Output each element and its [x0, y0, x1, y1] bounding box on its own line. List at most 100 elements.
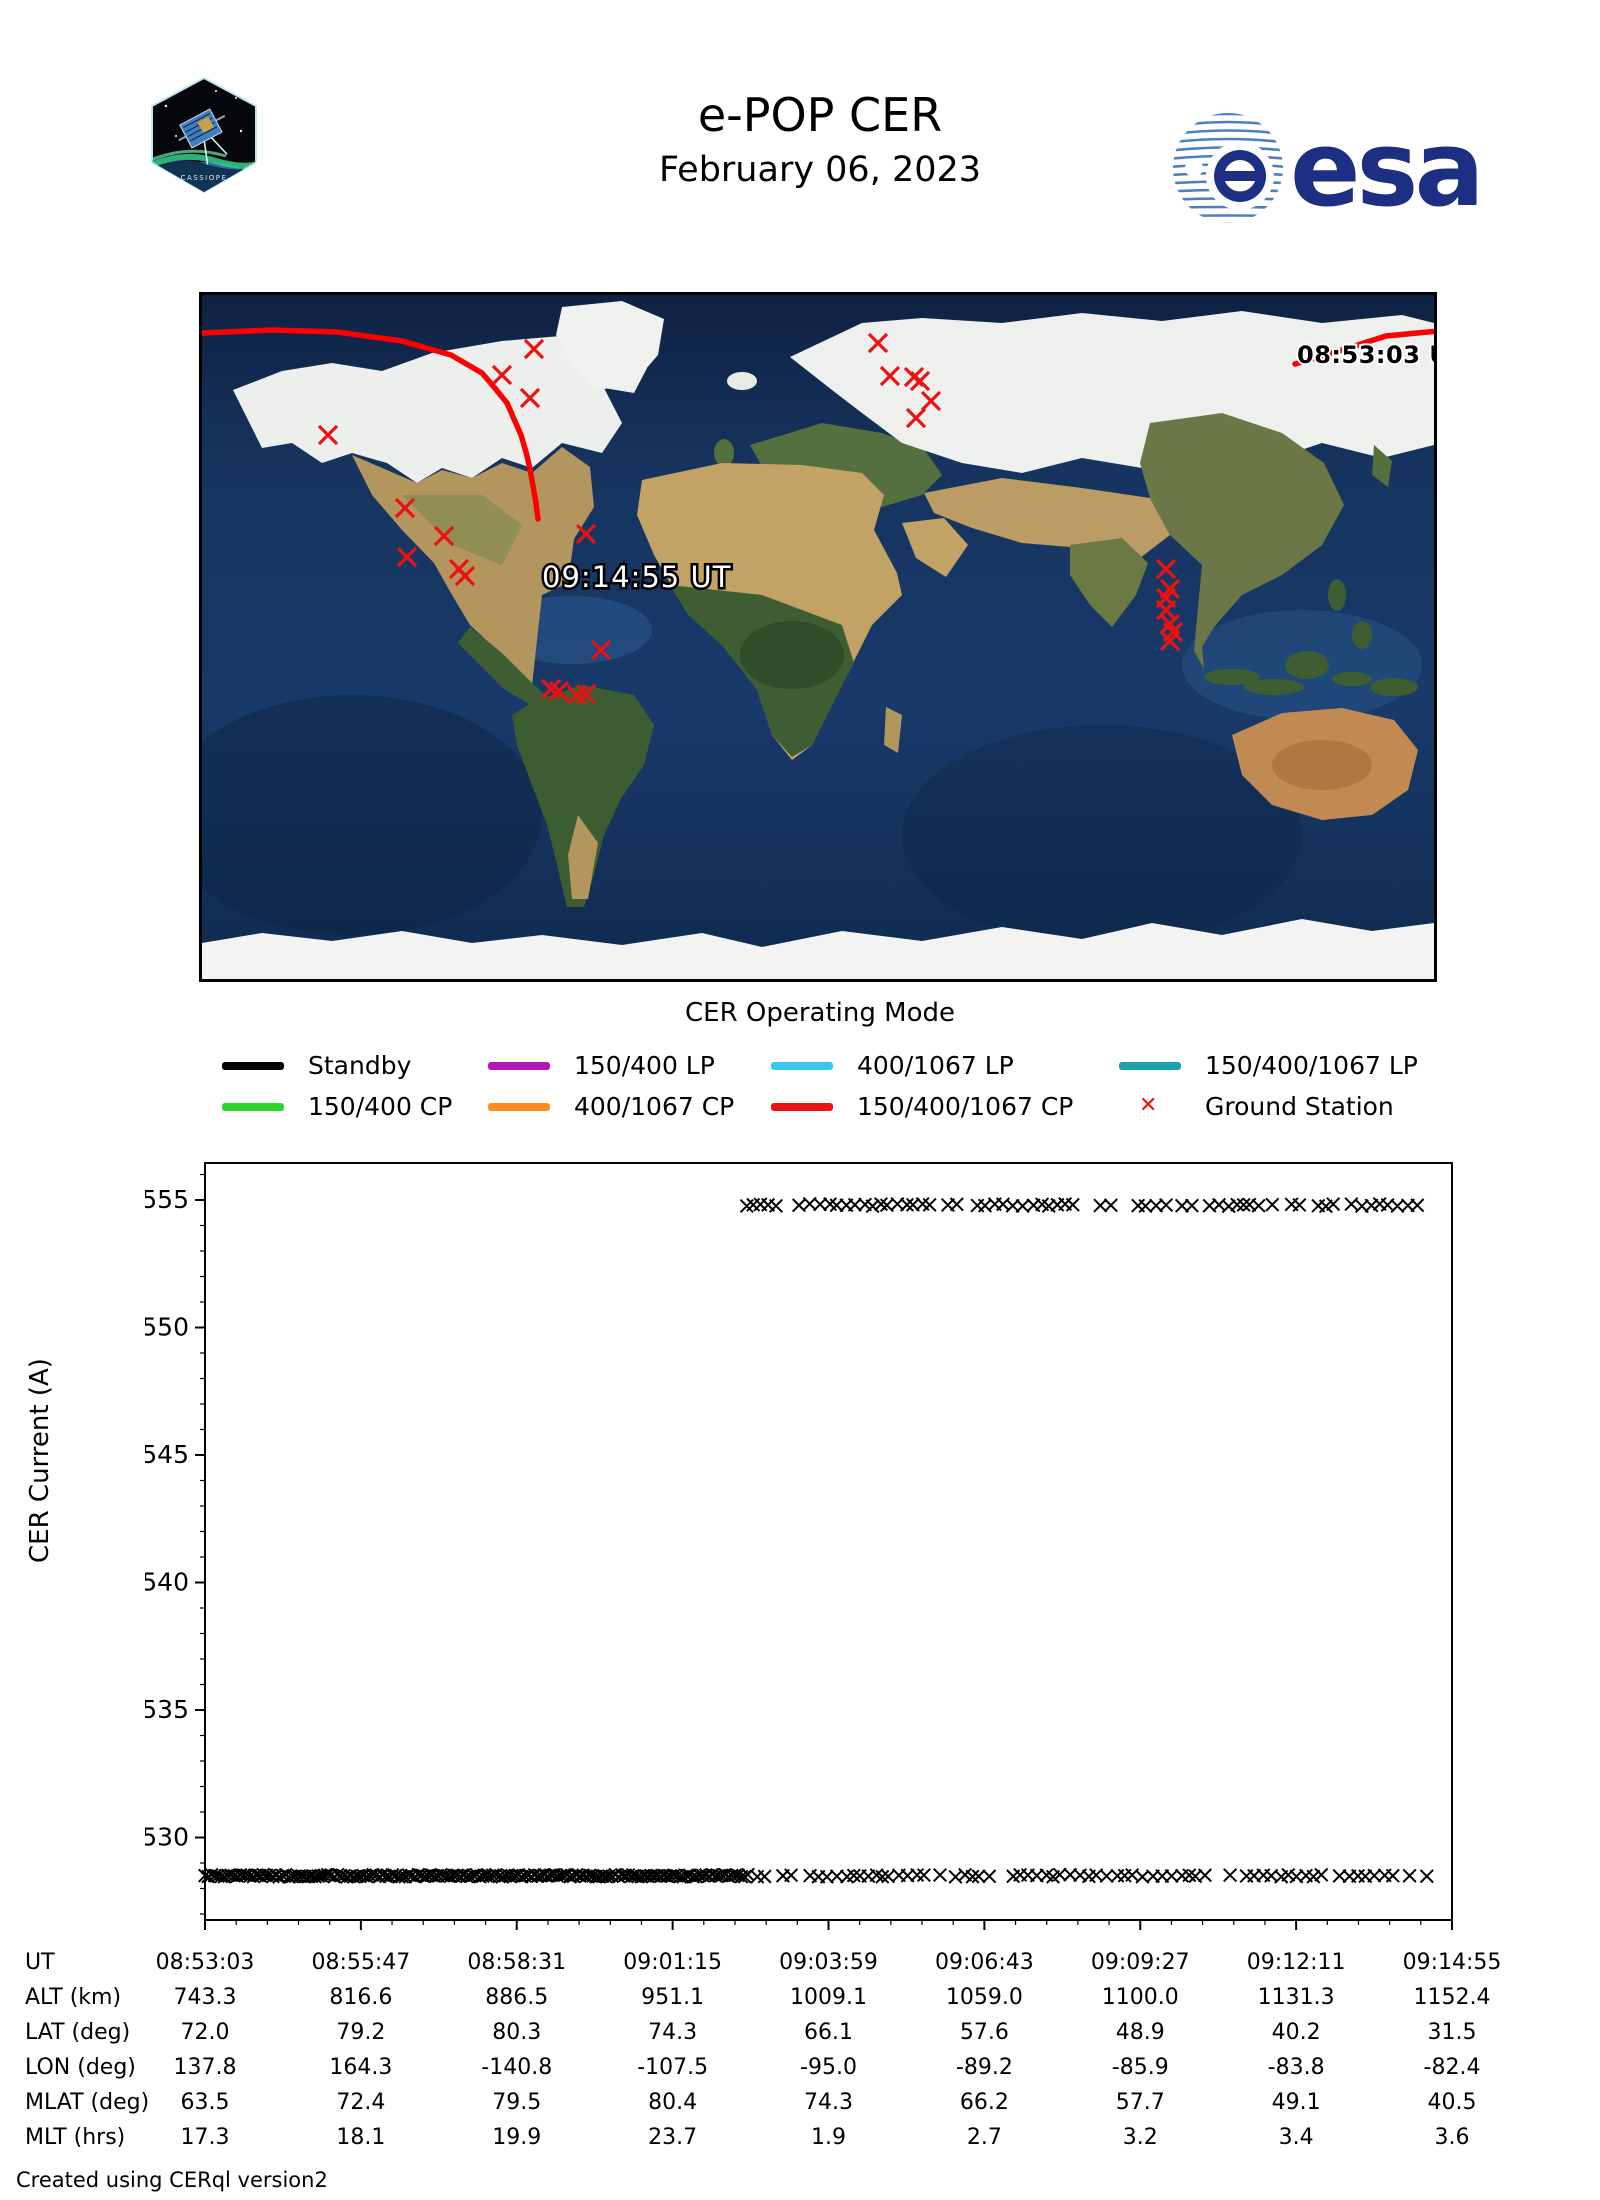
legend-label: Ground Station [1205, 1092, 1394, 1121]
legend-label: 150/400 LP [574, 1051, 715, 1080]
legend-line-swatch [222, 1103, 284, 1111]
table-cell: -107.5 [637, 2055, 709, 2080]
legend-label: 150/400 CP [308, 1092, 453, 1121]
ground-station-marker [396, 546, 418, 568]
ground-station-marker [523, 338, 545, 360]
ground-station-marker [491, 364, 513, 386]
credit-text: Created using CERql version2 [16, 2168, 328, 2192]
ground-station-marker [394, 497, 416, 519]
table-cell: 1152.4 [1413, 1985, 1491, 2010]
legend-x-marker: ✕ [1139, 1093, 1158, 1118]
scatter-markers [197, 1196, 1434, 1884]
table-cell: 49.1 [1271, 2090, 1321, 2115]
table-cell: 09:12:11 [1246, 1950, 1346, 1975]
table-cell: 80.3 [492, 2020, 542, 2045]
table-cell: 18.1 [336, 2125, 386, 2150]
cassiope-patch-art: CASSIOPE [151, 76, 257, 194]
legend-label: 150/400/1067 LP [1205, 1051, 1418, 1080]
table-cell: 08:53:03 [155, 1950, 255, 1975]
table-cell: 3.6 [1434, 2125, 1470, 2150]
esa-logo: esa [1172, 100, 1485, 240]
table-cell: 3.2 [1122, 2125, 1158, 2150]
continent-north-america [233, 335, 647, 483]
table-row-label: ALT (km) [25, 1985, 122, 2010]
legend-line-swatch [488, 1062, 550, 1070]
legend-label: Standby [308, 1051, 412, 1080]
axis-ticks [195, 1173, 1453, 1930]
table-cell: 1131.3 [1257, 1985, 1335, 2010]
ground-station-marker [433, 525, 455, 547]
legend-label: 150/400/1067 CP [857, 1092, 1074, 1121]
table-cell: 3.4 [1278, 2125, 1314, 2150]
satellite-track [202, 327, 1434, 522]
ground-station-marker [909, 370, 931, 392]
table-cell: 886.5 [485, 1985, 549, 2010]
track-start-time-label: 08:53:03 UT [1297, 341, 1434, 369]
legend-label: 400/1067 LP [857, 1051, 1014, 1080]
legend-line-swatch [488, 1103, 550, 1111]
table-cell: 1059.0 [945, 1985, 1023, 2010]
table-cell: 40.2 [1271, 2020, 1321, 2045]
table-cell: 63.5 [180, 2090, 230, 2115]
ground-station-marker [548, 680, 570, 702]
table-cell: 79.5 [492, 2090, 542, 2115]
ground-station-marker [590, 639, 612, 661]
table-cell: 09:01:15 [623, 1950, 723, 1975]
table-cell: 743.3 [173, 1985, 237, 2010]
table-cell: 17.3 [180, 2125, 230, 2150]
legend-line-swatch [771, 1103, 833, 1111]
legend-line-swatch [1119, 1062, 1181, 1070]
ground-station-marker [1155, 558, 1177, 580]
table-cell: -95.0 [800, 2055, 857, 2080]
table-cell: 09:09:27 [1090, 1950, 1190, 1975]
table-cell: 57.7 [1115, 2090, 1165, 2115]
y-tick-label: 0.535 [145, 1695, 189, 1724]
table-cell: -85.9 [1111, 2055, 1169, 2080]
page-title: e-POP CER [697, 88, 943, 142]
table-cell: 09:03:59 [779, 1950, 878, 1975]
cassiope-mission-patch: CASSIOPE [146, 76, 262, 194]
ground-station-marker [867, 332, 889, 354]
ground-station-marker [920, 390, 942, 412]
table-cell: 66.1 [804, 2020, 853, 2045]
y-tick-label: 0.555 [145, 1185, 189, 1214]
continent-se-asia-islands [1204, 579, 1418, 696]
table-row-label: LON (deg) [25, 2055, 136, 2080]
table-cell: 23.7 [648, 2125, 698, 2150]
table-cell: 1.9 [811, 2125, 846, 2150]
table-cell: 66.2 [959, 2090, 1009, 2115]
y-tick-label: 0.545 [145, 1440, 189, 1469]
table-row-label: LAT (deg) [25, 2020, 131, 2045]
table-cell: 74.3 [648, 2020, 698, 2045]
table-cell: -82.4 [1423, 2055, 1481, 2080]
table-cell: 80.4 [648, 2090, 698, 2115]
table-cell: 40.5 [1427, 2090, 1477, 2115]
ground-station-marker [879, 365, 901, 387]
ground-station-marker [519, 387, 541, 409]
y-axis-label: CER Current (A) [25, 1358, 55, 1563]
table-cell: 09:06:43 [934, 1950, 1034, 1975]
y-tick-label: 0.550 [145, 1313, 189, 1342]
world-map: 08:53:03 UT 09:14:55 UT [202, 295, 1434, 979]
ground-station-marker [1159, 630, 1181, 652]
y-tick-label: 0.530 [145, 1823, 189, 1852]
ground-station-marker [1155, 599, 1177, 621]
table-cell: 74.3 [804, 2090, 853, 2115]
y-tick-label: 0.540 [145, 1568, 189, 1597]
table-cell: 137.8 [173, 2055, 237, 2080]
table-cell: 57.6 [959, 2020, 1009, 2045]
table-cell: 08:55:47 [311, 1950, 411, 1975]
table-row-label: UT [25, 1950, 55, 1975]
legend-line-swatch [222, 1062, 284, 1070]
legend-label: 400/1067 CP [574, 1092, 735, 1121]
table-cell: 2.7 [966, 2125, 1002, 2150]
table-cell: 1100.0 [1101, 1985, 1179, 2010]
esa-logo-text: esa [1290, 108, 1485, 230]
table-cell: 72.4 [336, 2090, 386, 2115]
track-end-time-label: 09:14:55 UT [542, 560, 731, 594]
table-cell: -140.8 [481, 2055, 553, 2080]
table-cell: 08:58:31 [467, 1950, 567, 1975]
continent-antarctica [202, 919, 1434, 979]
table-cell: -83.8 [1267, 2055, 1325, 2080]
